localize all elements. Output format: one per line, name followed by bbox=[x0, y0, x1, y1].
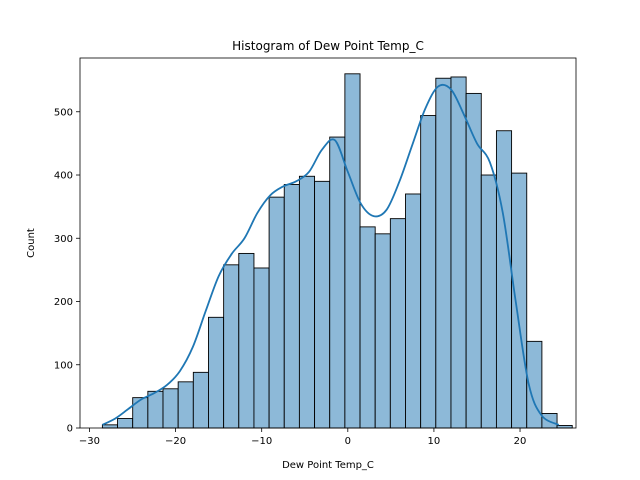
histogram-bar bbox=[420, 115, 437, 429]
histogram-bar bbox=[344, 73, 361, 429]
histogram-bar bbox=[435, 77, 452, 429]
histogram-bar bbox=[268, 196, 285, 429]
x-tick-label: −20 bbox=[165, 436, 186, 447]
histogram-bar bbox=[511, 172, 528, 429]
x-tick-label: 10 bbox=[428, 436, 441, 447]
histogram-bar bbox=[223, 264, 240, 429]
histogram-bar bbox=[465, 92, 482, 429]
kde-line bbox=[101, 83, 560, 426]
histogram-bar bbox=[480, 174, 497, 429]
histogram-bar bbox=[177, 381, 194, 429]
x-axis-label: Dew Point Temp_C bbox=[282, 460, 374, 471]
histogram-bar bbox=[405, 193, 422, 429]
histogram-bar bbox=[314, 180, 331, 429]
histogram-bar bbox=[450, 76, 467, 429]
histogram-bar bbox=[374, 233, 391, 429]
x-tick-label: −30 bbox=[79, 436, 100, 447]
x-axis: −30 −20 −10 0 10 20 bbox=[79, 428, 526, 447]
histogram-bar bbox=[208, 316, 225, 429]
histogram-bar bbox=[283, 184, 300, 429]
x-tick-label: 20 bbox=[514, 436, 527, 447]
histogram-bar bbox=[117, 418, 134, 429]
y-tick-label: 0 bbox=[67, 424, 73, 435]
histogram-bar bbox=[298, 175, 316, 429]
histogram-bar bbox=[389, 218, 406, 429]
histogram-bar bbox=[101, 424, 118, 429]
y-tick-label: 200 bbox=[54, 297, 73, 308]
x-tick-label: 0 bbox=[345, 436, 351, 447]
y-axis: 0 100 200 300 400 500 bbox=[54, 107, 80, 435]
plot-frame bbox=[79, 57, 577, 429]
histogram-bar bbox=[147, 390, 164, 429]
y-axis-label: Count bbox=[26, 228, 37, 258]
histogram-bar bbox=[359, 226, 376, 429]
histogram-bars bbox=[101, 73, 573, 429]
histogram-bar bbox=[495, 130, 513, 429]
chart-title: Histogram of Dew Point Temp_C bbox=[232, 39, 424, 53]
y-tick-label: 300 bbox=[54, 234, 73, 245]
y-tick-label: 400 bbox=[54, 171, 73, 182]
histogram-bar bbox=[253, 267, 270, 429]
y-tick-label: 500 bbox=[54, 107, 73, 118]
y-tick-label: 100 bbox=[54, 360, 73, 371]
histogram-bar bbox=[238, 252, 255, 429]
histogram-bar bbox=[329, 136, 346, 429]
histogram-bar bbox=[132, 397, 149, 429]
x-tick-label: −10 bbox=[251, 436, 272, 447]
histogram-bar bbox=[162, 388, 179, 429]
histogram-bar bbox=[192, 371, 209, 429]
